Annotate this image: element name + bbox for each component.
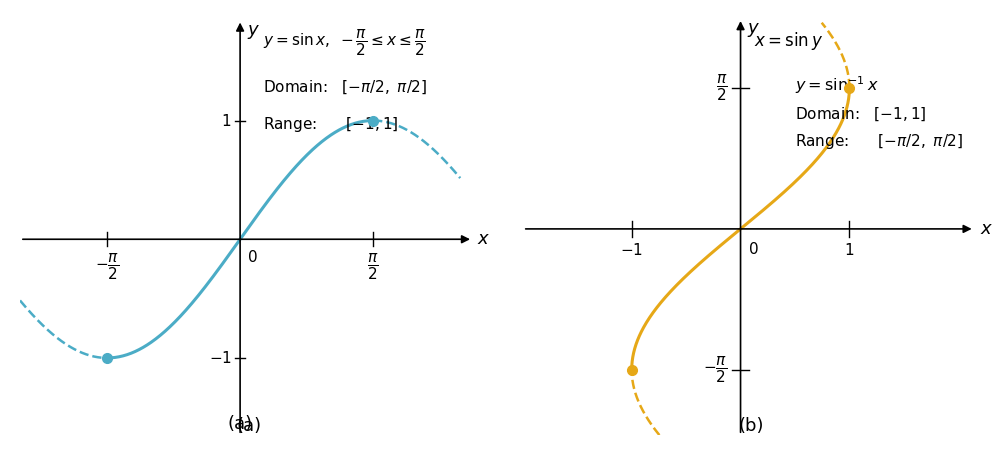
Text: $0$: $0$ [247, 249, 258, 265]
Text: $-1$: $-1$ [620, 242, 643, 258]
Text: $y = \sin x,\ -\dfrac{\pi}{2} \leq x \leq \dfrac{\pi}{2}$: $y = \sin x,\ -\dfrac{\pi}{2} \leq x \le… [263, 28, 426, 58]
Text: $-\dfrac{\pi}{2}$: $-\dfrac{\pi}{2}$ [703, 355, 727, 385]
Text: $y = \sin^{-1}x$: $y = \sin^{-1}x$ [795, 75, 879, 96]
Text: Domain:   $[-1, 1]$: Domain: $[-1, 1]$ [795, 105, 926, 123]
Text: $-\dfrac{\pi}{2}$: $-\dfrac{\pi}{2}$ [95, 252, 119, 282]
Text: $x = \sin y$: $x = \sin y$ [754, 30, 823, 52]
Text: $x$: $x$ [980, 220, 993, 238]
Text: Range:      $[-1, 1]$: Range: $[-1, 1]$ [263, 114, 399, 134]
Text: $0$: $0$ [748, 240, 759, 256]
Text: $x$: $x$ [477, 230, 490, 248]
Text: $y$: $y$ [747, 21, 760, 39]
Text: $\dfrac{\pi}{2}$: $\dfrac{\pi}{2}$ [367, 252, 379, 282]
Text: (a): (a) [228, 415, 253, 433]
Text: Domain:   $[-\pi/2,\ \pi/2]$: Domain: $[-\pi/2,\ \pi/2]$ [263, 79, 427, 97]
Text: Range:      $[-\pi/2,\ \pi/2]$: Range: $[-\pi/2,\ \pi/2]$ [795, 132, 963, 151]
Text: $1$: $1$ [844, 242, 855, 258]
Text: (a): (a) [236, 417, 261, 435]
Text: (b): (b) [739, 417, 764, 435]
Text: $-1$: $-1$ [209, 350, 232, 366]
Text: $\dfrac{\pi}{2}$: $\dfrac{\pi}{2}$ [716, 73, 727, 103]
Text: $1$: $1$ [221, 113, 232, 129]
Text: $y$: $y$ [247, 23, 260, 41]
